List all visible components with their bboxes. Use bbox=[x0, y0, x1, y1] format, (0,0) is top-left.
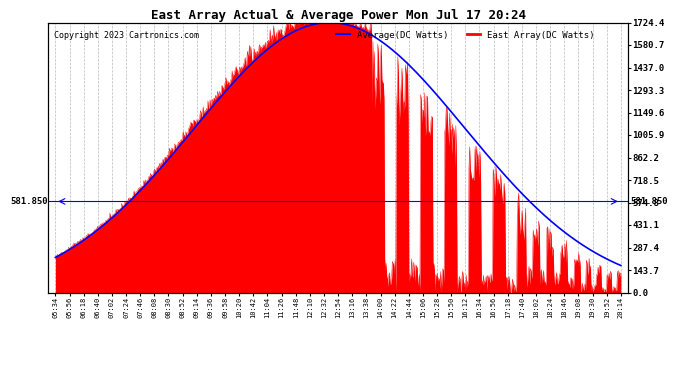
Legend: Average(DC Watts), East Array(DC Watts): Average(DC Watts), East Array(DC Watts) bbox=[333, 27, 598, 43]
Text: East Array Actual & Average Power Mon Jul 17 20:24: East Array Actual & Average Power Mon Ju… bbox=[150, 9, 526, 22]
Text: Copyright 2023 Cartronics.com: Copyright 2023 Cartronics.com bbox=[54, 31, 199, 40]
Text: 581.850: 581.850 bbox=[10, 197, 48, 206]
Text: 581.850: 581.850 bbox=[631, 197, 669, 206]
